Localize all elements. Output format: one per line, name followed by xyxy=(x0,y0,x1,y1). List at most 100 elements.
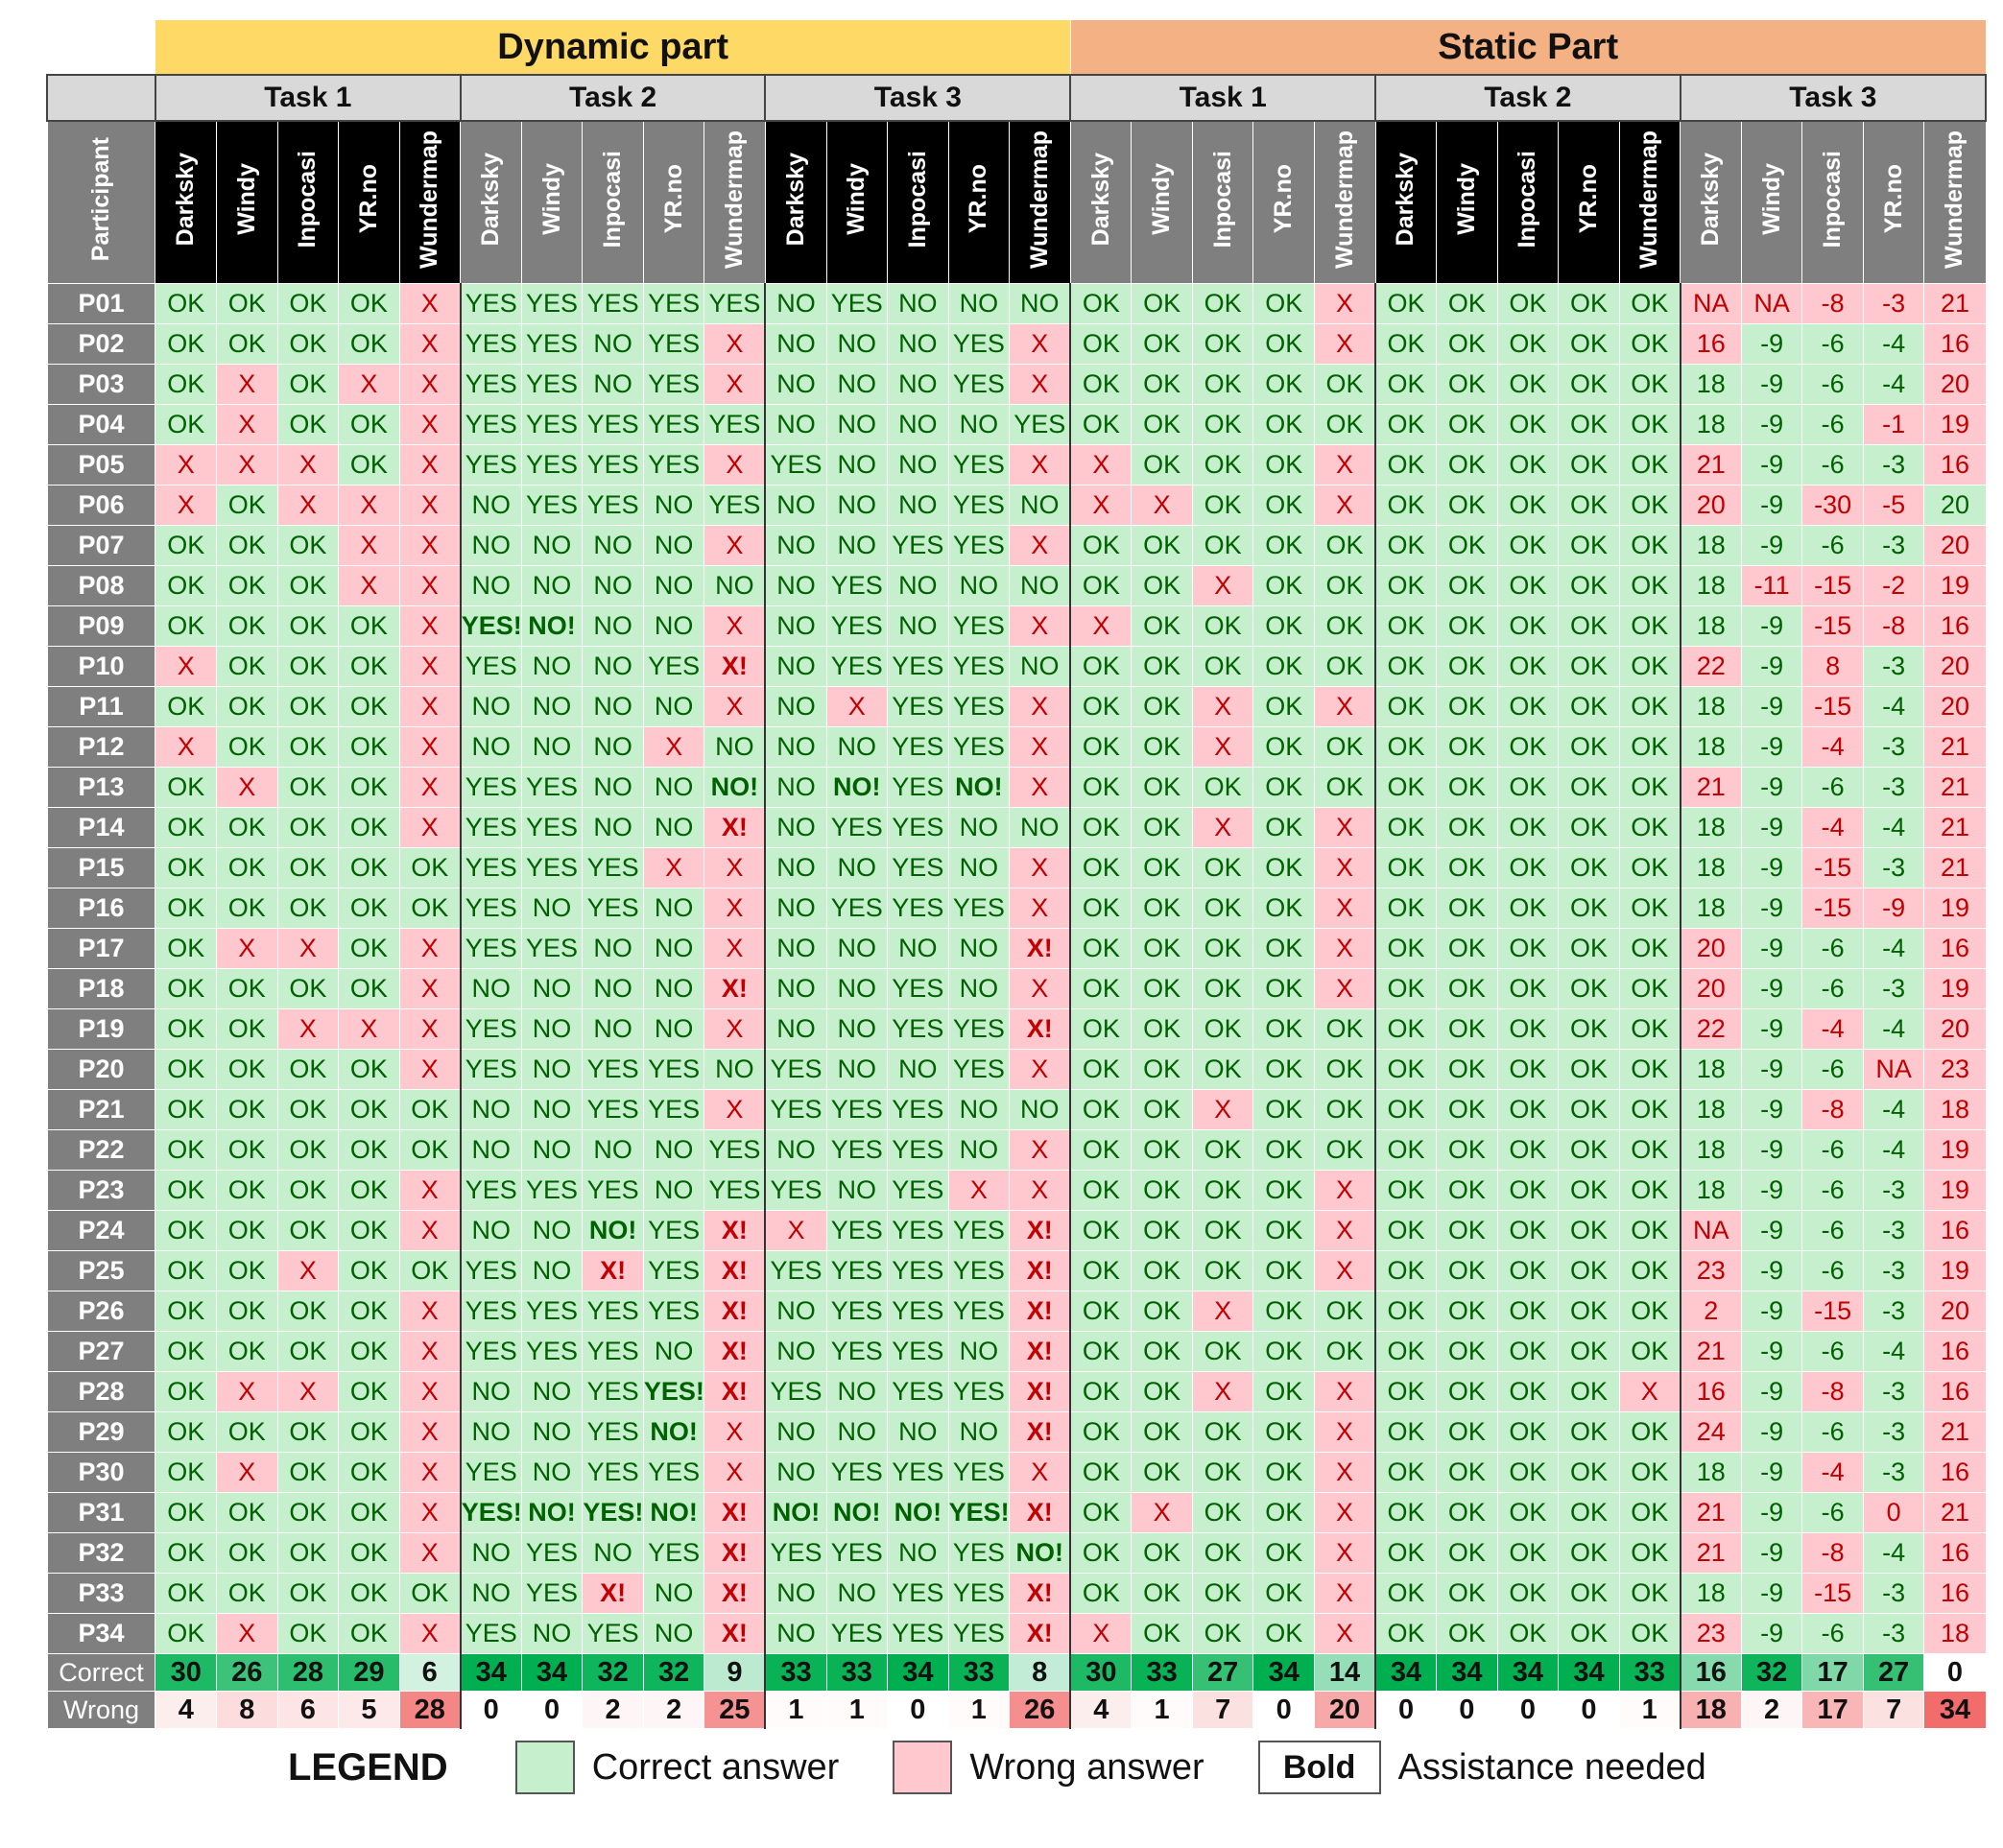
answer-cell: OK xyxy=(1131,565,1193,606)
answer-cell: YES xyxy=(642,1532,705,1574)
answer-cell: NO xyxy=(642,767,705,808)
answer-cell: OK xyxy=(1069,767,1133,808)
answer-cell: OK xyxy=(1618,1049,1681,1090)
answer-cell: OK xyxy=(1069,565,1133,606)
answer-cell: OK xyxy=(1069,1008,1133,1050)
answer-cell: OK xyxy=(155,605,218,647)
answer-cell: X xyxy=(155,444,218,486)
answer-cell: OK xyxy=(1558,1049,1620,1090)
answer-cell: OK xyxy=(338,1250,400,1291)
answer-cell: NO xyxy=(764,1331,827,1372)
app-header-inpocasi: Inpocasi xyxy=(887,120,949,284)
answer-cell: YES xyxy=(825,1250,889,1291)
answer-cell: OK xyxy=(1558,1331,1620,1372)
answer-cell: X xyxy=(642,847,705,888)
answer-cell: -15 xyxy=(1801,686,1864,727)
answer-cell: NO xyxy=(520,1371,584,1412)
answer-cell: X xyxy=(703,1452,766,1493)
answer-cell: X! xyxy=(703,1371,766,1412)
answer-cell: X xyxy=(216,1613,278,1654)
app-header-inpocasi: Inpocasi xyxy=(276,120,340,284)
answer-cell: YES xyxy=(887,888,949,929)
answer-cell: OK xyxy=(1252,767,1315,808)
answer-cell: X xyxy=(1191,726,1254,768)
answer-cell: NO xyxy=(825,525,889,566)
answer-cell: -3 xyxy=(1862,847,1925,888)
answer-cell: YES xyxy=(887,686,949,727)
answer-cell: -3 xyxy=(1862,1291,1925,1332)
answer-cell: X xyxy=(155,726,218,768)
answer-cell: OK xyxy=(1131,1170,1193,1211)
answer-cell: OK xyxy=(1252,1250,1315,1291)
wrong-count: 2 xyxy=(1740,1691,1803,1729)
answer-cell: OK xyxy=(1131,1613,1193,1654)
answer-cell: OK xyxy=(1374,364,1438,405)
app-header-darksky: Darksky xyxy=(155,120,218,284)
answer-cell: OK xyxy=(1436,1573,1498,1614)
answer-cell: OK xyxy=(1618,485,1681,526)
answer-cell: NO! xyxy=(947,767,1011,808)
answer-cell: OK xyxy=(155,1129,218,1171)
answer-cell: OK xyxy=(276,1089,340,1130)
answer-cell: X! xyxy=(703,1573,766,1614)
answer-cell: -3 xyxy=(1862,767,1925,808)
answer-cell: OK xyxy=(1618,1089,1681,1130)
answer-cell: YES xyxy=(825,1613,889,1654)
answer-cell: OK xyxy=(216,1129,278,1171)
answer-cell: OK xyxy=(276,323,340,365)
answer-cell: YES xyxy=(887,646,949,687)
answer-cell: 16 xyxy=(1679,323,1742,365)
participant-id: P05 xyxy=(46,444,156,486)
answer-cell: 18 xyxy=(1679,726,1742,768)
answer-cell: X xyxy=(1069,444,1133,486)
answer-cell: OK xyxy=(1374,1331,1438,1372)
answer-cell: -9 xyxy=(1740,1371,1803,1412)
answer-cell: OK xyxy=(1436,646,1498,687)
participant-id: P11 xyxy=(46,686,156,727)
correct-count: 30 xyxy=(155,1653,218,1692)
answer-cell: X xyxy=(398,283,462,324)
answer-cell: X xyxy=(1069,1613,1133,1654)
answer-cell: OK xyxy=(155,1532,218,1574)
answer-cell: NO xyxy=(642,525,705,566)
answer-cell: YES xyxy=(764,1371,827,1412)
answer-cell: YES xyxy=(947,1452,1011,1493)
answer-cell: OK xyxy=(1131,364,1193,405)
answer-cell: YES xyxy=(642,364,705,405)
answer-cell: NO xyxy=(703,1049,766,1090)
correct-count: 32 xyxy=(1740,1653,1803,1692)
answer-cell: YES xyxy=(947,1291,1011,1332)
answer-cell: 18 xyxy=(1679,525,1742,566)
answer-cell: OK xyxy=(155,1613,218,1654)
answer-cell: OK xyxy=(1436,1250,1498,1291)
answer-cell: 21 xyxy=(1679,767,1742,808)
answer-cell: OK xyxy=(338,1210,400,1251)
answer-cell: YES xyxy=(947,1573,1011,1614)
answer-cell: OK xyxy=(216,1089,278,1130)
correct-count: 34 xyxy=(459,1653,522,1692)
participant-row: P01 OK OK OK OK X YES YES YES YES YES NO YES NO NO NO OK… xyxy=(46,283,1987,324)
answer-cell: OK xyxy=(1131,444,1193,486)
answer-cell: OK xyxy=(1436,968,1498,1009)
answer-cell: YES xyxy=(582,888,644,929)
answer-cell: OK xyxy=(1069,1089,1133,1130)
answer-cell: OK xyxy=(276,847,340,888)
answer-cell: X xyxy=(1009,605,1071,647)
answer-cell: 18 xyxy=(1679,605,1742,647)
legend-title: LEGEND xyxy=(288,1745,448,1789)
app-header-wundermap: Wundermap xyxy=(1313,120,1376,284)
answer-cell: NO xyxy=(764,1008,827,1050)
answer-cell: NO xyxy=(825,323,889,365)
answer-cell: NO xyxy=(887,1532,949,1574)
answer-cell: OK xyxy=(216,1573,278,1614)
answer-cell: NO xyxy=(825,928,889,969)
answer-cell: OK xyxy=(1191,1411,1254,1453)
answer-cell: OK xyxy=(216,283,278,324)
app-header-darksky: Darksky xyxy=(1069,120,1133,284)
answer-cell: OK xyxy=(1191,1452,1254,1493)
participant-id: P13 xyxy=(46,767,156,808)
answer-cell: 21 xyxy=(1923,726,1987,768)
answer-cell: OK xyxy=(276,888,340,929)
answer-cell: OK xyxy=(276,1492,340,1533)
answer-cell: OK xyxy=(338,323,400,365)
